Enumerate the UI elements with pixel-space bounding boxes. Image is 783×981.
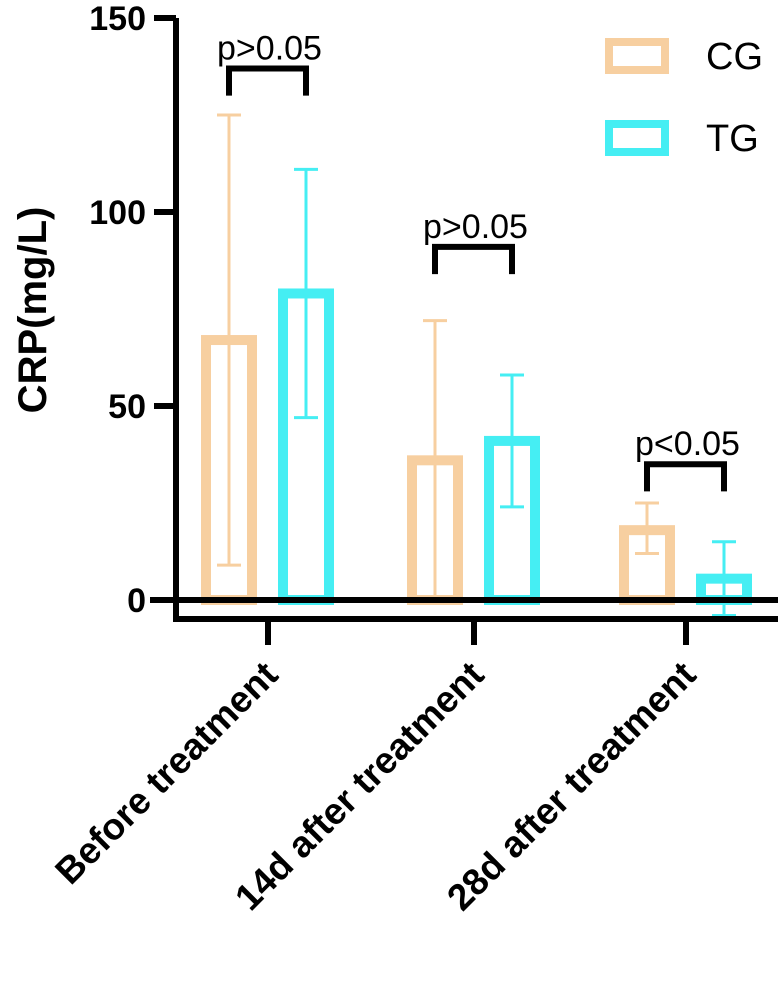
plot-area [150, 113, 778, 618]
legend: CG TG [605, 36, 763, 160]
y-tick-label-150: 150 [89, 0, 146, 38]
significance-bracket-14d-after-treatment [432, 243, 515, 275]
significance-label-before-treatment: p>0.05 [217, 29, 322, 67]
significance-bracket-before-treatment [226, 65, 309, 96]
significance-annotations: p>0.05 p>0.05 p<0.05 [217, 29, 740, 492]
y-tick-label-100: 100 [89, 194, 146, 232]
legend-swatch-tg [605, 120, 669, 156]
y-tick-label-0: 0 [127, 582, 146, 620]
y-tick-label-50: 50 [108, 388, 146, 426]
significance-label-28d-after-treatment: p<0.05 [635, 425, 740, 463]
y-axis-label-group: CRP(mg/L) [11, 207, 55, 414]
x-tick-label-before-treatment: Before treatment [47, 654, 285, 892]
y-axis-label: CRP(mg/L) [11, 207, 55, 414]
significance-bracket-28d-after-treatment [644, 461, 727, 492]
legend-swatch-cg [605, 38, 669, 74]
y-axis: 0 50 100 150 [89, 0, 179, 622]
significance-label-14d-after-treatment: p>0.05 [423, 208, 528, 246]
legend-label-cg: CG [706, 36, 763, 78]
legend-label-tg: TG [706, 118, 759, 160]
